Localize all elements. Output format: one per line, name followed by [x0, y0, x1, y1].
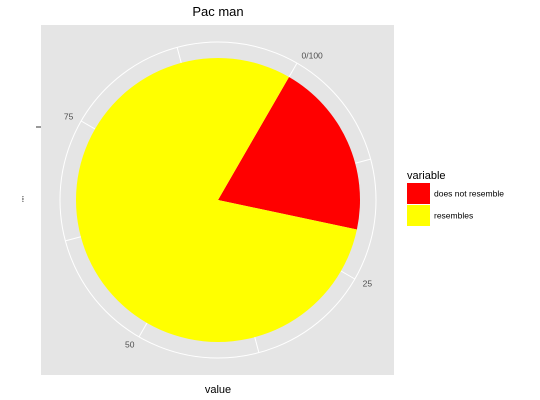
angle-tick-labels: 0/100 25 50 75 — [64, 50, 372, 349]
grid-circle — [59, 41, 377, 359]
legend-key-does-not-resemble — [407, 183, 430, 204]
pie-slice-resembles — [76, 57, 357, 342]
x-axis-title: value — [205, 384, 231, 396]
angle-tick-label: 75 — [64, 112, 74, 122]
chart-title: Pac man — [192, 4, 243, 19]
y-tick-label: "" — [20, 196, 30, 202]
legend-label-resembles: resembles — [434, 211, 473, 221]
legend-title: variable — [407, 170, 446, 182]
angle-tick-label: 0/100 — [302, 50, 324, 60]
angle-tick-label: 50 — [125, 340, 135, 350]
legend-label-does-not-resemble: does not resemble — [434, 189, 504, 199]
legend: variable does not resemble resembles — [407, 170, 504, 226]
angle-tick-label: 25 — [363, 279, 373, 289]
pie-slice-does-not-resemble — [218, 77, 361, 230]
pie-slices — [76, 57, 361, 342]
legend-key-resembles — [407, 205, 430, 226]
